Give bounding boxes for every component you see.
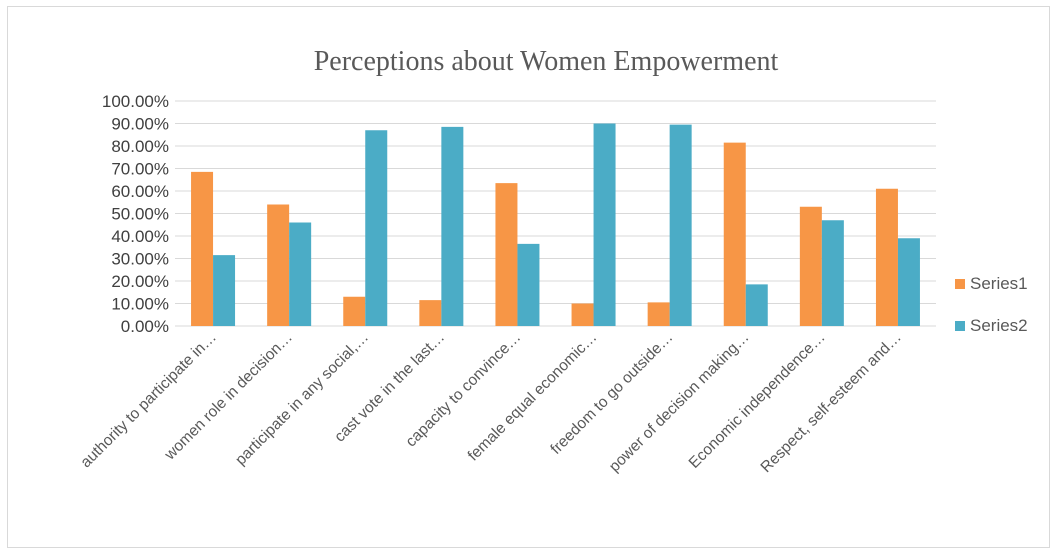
x-tick-label: power of decision making… <box>606 329 753 476</box>
bar-series2-8 <box>745 284 768 326</box>
bar-series2-2 <box>289 222 312 326</box>
y-tick-label: 100.00% <box>102 92 169 111</box>
y-tick-label: 10.00% <box>111 295 169 314</box>
bar-series2-9 <box>821 220 844 326</box>
bar-series1-2 <box>267 204 290 326</box>
y-tick-label: 20.00% <box>111 272 169 291</box>
legend: Series1 Series2 <box>955 274 1028 335</box>
bar-series1-6 <box>571 303 594 326</box>
bars <box>191 123 920 326</box>
bar-series2-4 <box>441 126 464 326</box>
legend-swatch-series2 <box>955 321 965 331</box>
x-tick-label: women role in decision… <box>161 329 296 464</box>
legend-label-series2: Series2 <box>970 316 1028 335</box>
x-tick-label: Respect, self-esteem and… <box>758 329 905 476</box>
bar-series2-10 <box>897 238 920 326</box>
bar-series1-7 <box>647 302 670 326</box>
bar-series2-6 <box>593 123 616 326</box>
y-tick-label: 80.00% <box>111 137 169 156</box>
bar-series1-1 <box>191 171 214 326</box>
bar-chart: Perceptions about Women Empowerment 0.00… <box>77 46 1028 476</box>
legend-label-series1: Series1 <box>970 274 1028 293</box>
y-tick-label: 90.00% <box>111 115 169 134</box>
chart-frame: Perceptions about Women Empowerment 0.00… <box>7 6 1050 548</box>
bar-series1-3 <box>343 296 366 326</box>
y-tick-label: 0.00% <box>121 317 169 336</box>
x-tick-label: freedom to go outside… <box>547 329 676 458</box>
legend-swatch-series1 <box>955 279 965 289</box>
y-tick-label: 60.00% <box>111 182 169 201</box>
x-tick-label: participate in any social,… <box>232 329 372 469</box>
chart-title: Perceptions about Women Empowerment <box>314 46 779 77</box>
y-axis: 0.00% 10.00% 20.00% 30.00% 40.00% 50.00% 60.00… <box>102 92 169 336</box>
x-tick-label: female equal economic… <box>465 329 601 465</box>
bar-series1-10 <box>875 188 898 326</box>
y-tick-label: 30.00% <box>111 250 169 269</box>
x-axis: authority to participate in…women role i… <box>77 329 904 476</box>
y-tick-label: 40.00% <box>111 227 169 246</box>
bar-series1-8 <box>723 142 746 326</box>
y-tick-label: 70.00% <box>111 160 169 179</box>
bar-series1-5 <box>495 183 518 326</box>
bar-series2-5 <box>517 243 540 326</box>
bar-series2-3 <box>365 130 388 326</box>
bar-series2-7 <box>669 124 692 326</box>
y-tick-label: 50.00% <box>111 205 169 224</box>
x-tick-label: authority to participate in… <box>77 329 219 471</box>
bar-series1-4 <box>419 300 442 326</box>
x-tick-label: Economic independence… <box>686 329 829 472</box>
bar-series1-9 <box>799 206 822 326</box>
bar-series2-1 <box>213 255 236 326</box>
